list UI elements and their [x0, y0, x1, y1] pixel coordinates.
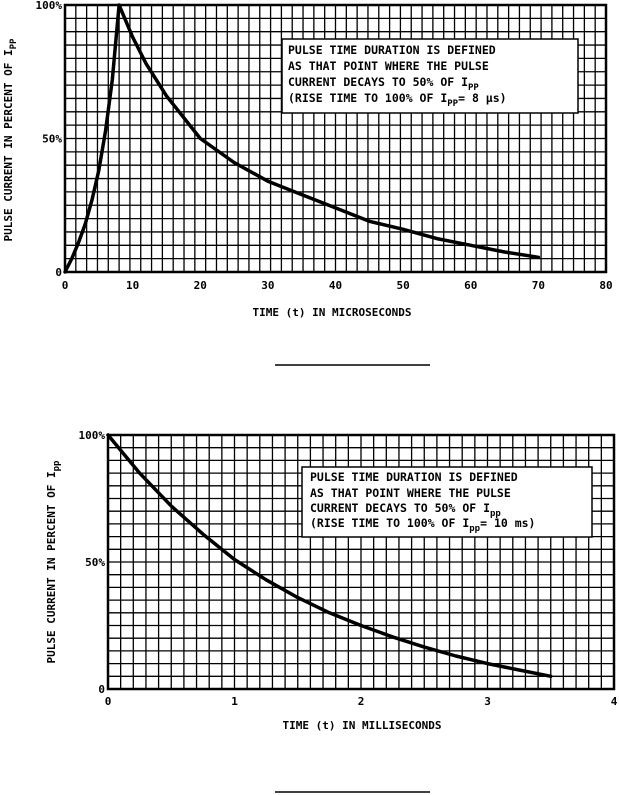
x-tick-label: 60 — [464, 279, 477, 292]
chart-1-grid — [63, 3, 608, 274]
chart-2-annotation-line-4-sub: pp — [469, 524, 480, 534]
chart-1-curve-group — [63, 3, 541, 274]
x-tick-label: 30 — [261, 279, 274, 292]
x-tick-label: 2 — [358, 695, 365, 708]
y-tick-label: 100% — [36, 0, 63, 12]
chart-2-annotation-line-3: CURRENT DECAYS TO 50% OF Ipp — [310, 501, 501, 519]
chart-1-annotation-line-4-text: (RISE TIME TO 100% OF I — [288, 91, 447, 105]
x-tick-label: 80 — [599, 279, 612, 292]
chart-1-annotation: PULSE TIME DURATION IS DEFINED AS THAT P… — [281, 38, 579, 114]
chart-2-annotation-line-4-tail: = 10 ms) — [480, 516, 535, 530]
chart-1-annotation-line-4-sub: PP — [447, 99, 458, 109]
chart-1-y-axis-label-sub: PP — [9, 38, 19, 49]
x-tick-label: 3 — [484, 695, 491, 708]
x-tick-label: 70 — [532, 279, 545, 292]
x-tick-label: 50 — [397, 279, 410, 292]
chart-1-x-axis-label: TIME (t) IN MICROSECONDS — [253, 306, 412, 319]
x-tick-label: 0 — [105, 695, 112, 708]
chart-1-annotation-line-3-sub: PP — [468, 83, 479, 93]
x-tick-label: 10 — [126, 279, 139, 292]
series-line — [63, 3, 541, 274]
chart-2-annotation-line-4: (RISE TIME TO 100% OF Ipp= 10 ms) — [310, 516, 535, 534]
chart-1-annotation-line-3: CURRENT DECAYS TO 50% OF IPP — [288, 75, 479, 93]
chart-2: PULSE TIME DURATION IS DEFINED AS THAT P… — [45, 429, 618, 732]
y-tick-label: 50% — [42, 133, 62, 146]
chart-1-annotation-box — [281, 38, 579, 114]
x-tick-label: 4 — [611, 695, 618, 708]
plot-frame — [63, 3, 608, 274]
series-line — [106, 433, 553, 679]
chart-1-ticks: 0 10 20 30 40 50 60 70 80 0 50% 100% — [36, 0, 613, 292]
chart-1-annotation-line-4: (RISE TIME TO 100% OF IPP= 8 μs) — [288, 91, 507, 109]
y-tick-label: 0 — [55, 266, 62, 279]
y-tick-label: 100% — [79, 429, 106, 442]
chart-2-y-axis-label-text: PULSE CURRENT IN PERCENT OF I — [45, 471, 58, 663]
chart-1-annotation-line-1: PULSE TIME DURATION IS DEFINED — [288, 43, 496, 57]
chart-2-ticks: 0 1 2 3 4 0 50% 100% — [79, 429, 618, 708]
y-tick-label: 0 — [98, 683, 105, 696]
chart-2-curve-group — [106, 433, 553, 679]
chart-2-annotation-line-3-sub: pp — [490, 509, 501, 519]
y-tick-label: 50% — [85, 556, 105, 569]
x-tick-label: 0 — [62, 279, 69, 292]
plot-frame — [106, 433, 616, 691]
chart-2-y-axis-label-sub: pp — [52, 460, 62, 471]
x-tick-label: 20 — [194, 279, 207, 292]
chart-1-y-axis-label: PULSE CURRENT IN PERCENT OF IPP — [2, 38, 19, 241]
chart-1-annotation-line-2: AS THAT POINT WHERE THE PULSE — [288, 59, 489, 73]
chart-2-annotation-line-2: AS THAT POINT WHERE THE PULSE — [310, 486, 511, 500]
x-tick-label: 1 — [231, 695, 238, 708]
chart-2-annotation-box — [301, 466, 593, 538]
chart-1: PULSE TIME DURATION IS DEFINED AS THAT P… — [2, 0, 613, 319]
x-tick-label: 40 — [329, 279, 342, 292]
chart-2-annotation-line-1: PULSE TIME DURATION IS DEFINED — [310, 470, 518, 484]
chart-2-annotation-line-4-text: (RISE TIME TO 100% OF I — [310, 516, 469, 530]
chart-2-y-axis-label: PULSE CURRENT IN PERCENT OF Ipp — [45, 460, 62, 663]
chart-2-x-axis-label: TIME (t) IN MILLISECONDS — [283, 719, 442, 732]
chart-2-annotation: PULSE TIME DURATION IS DEFINED AS THAT P… — [301, 466, 593, 538]
chart-1-annotation-line-4-tail: = 8 μs) — [458, 91, 506, 105]
chart-2-annotation-line-3-text: CURRENT DECAYS TO 50% OF I — [310, 501, 490, 515]
chart-1-y-axis-label-text: PULSE CURRENT IN PERCENT OF I — [2, 49, 15, 241]
chart-1-annotation-line-3-text: CURRENT DECAYS TO 50% OF I — [288, 75, 468, 89]
